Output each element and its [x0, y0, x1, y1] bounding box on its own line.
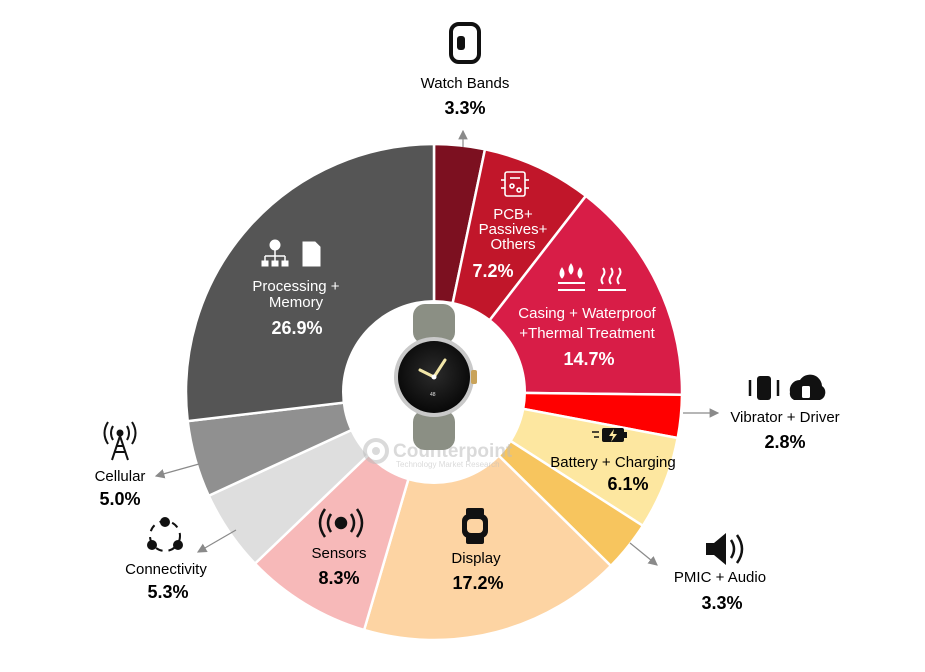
pct-watch-bands: 3.3% [444, 98, 485, 118]
water-heat-icon [558, 263, 626, 291]
leader-cellular [154, 463, 200, 479]
pct-cellular: 5.0% [99, 489, 140, 509]
label-battery: Battery + Charging [550, 454, 676, 471]
pct-sensors: 8.3% [318, 568, 359, 588]
label-casing-2: +Thermal Treatment [519, 325, 655, 342]
speaker-icon [706, 533, 744, 565]
processor-memory-icon [261, 239, 321, 267]
label-sensors: Sensors [311, 545, 366, 562]
watch-band-icon [449, 22, 481, 64]
label-processing-2: Memory [269, 294, 324, 311]
smartwatch-icon [462, 508, 488, 544]
label-cellular: Cellular [95, 468, 146, 485]
battery-charging-icon [592, 428, 627, 442]
pct-processing: 26.9% [271, 318, 322, 338]
leader-pmic [629, 542, 658, 566]
pct-pcb: 7.2% [472, 261, 513, 281]
cell-tower-icon [103, 421, 137, 461]
label-pcb-3: Others [490, 236, 535, 253]
pct-battery: 6.1% [607, 474, 648, 494]
sensor-icon [318, 508, 364, 538]
label-connectivity: Connectivity [125, 561, 207, 578]
label-display: Display [451, 550, 501, 567]
pct-display: 17.2% [452, 573, 503, 593]
pct-vibrator: 2.8% [764, 432, 805, 452]
watermark-tagline: Technology Market Research [396, 460, 500, 469]
label-vibrator: Vibrator + Driver [730, 409, 839, 426]
label-processing-1: Processing + [252, 278, 339, 295]
pixel-watch-icon: 48 [394, 304, 477, 450]
label-pcb-1: PCB+ [493, 206, 533, 223]
pct-casing: 14.7% [563, 349, 614, 369]
circuit-board-icon [501, 171, 529, 197]
pct-connectivity: 5.3% [147, 582, 188, 602]
svg-text:48: 48 [430, 392, 436, 398]
label-pcb-2: Passives+ [479, 221, 548, 238]
vibration-icon [748, 374, 826, 400]
label-watch-bands: Watch Bands [421, 75, 510, 92]
leader-connectivity [196, 529, 237, 553]
label-pmic: PMIC + Audio [674, 569, 766, 586]
label-casing-1: Casing + Waterproof [518, 305, 656, 322]
pct-pmic: 3.3% [701, 593, 742, 613]
connectivity-icon [147, 517, 183, 552]
